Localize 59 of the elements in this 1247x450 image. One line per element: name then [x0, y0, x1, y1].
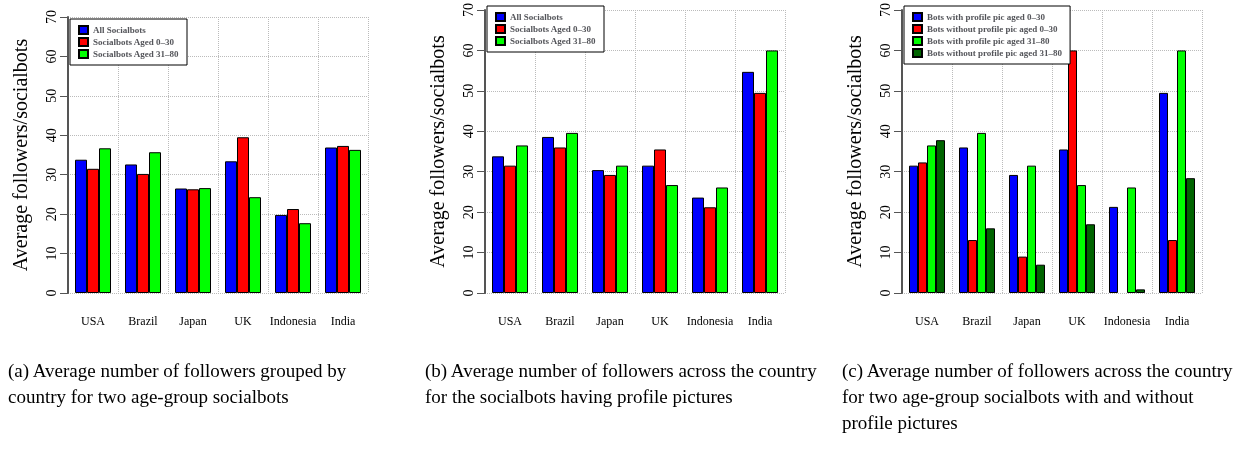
legend-label: Bots without profile pic aged 31–80: [927, 48, 1063, 58]
legend-label: All Socialbots: [510, 12, 564, 22]
y-tick-label: 50: [460, 83, 476, 98]
legend-label: Socialbots Aged 31–80: [510, 36, 597, 46]
y-tick-label: 20: [43, 207, 59, 222]
x-tick-label: UK: [234, 314, 252, 328]
y-tick-label: 50: [877, 83, 893, 98]
x-tick-label: Japan: [1013, 314, 1041, 328]
y-tick-label: 10: [460, 245, 476, 260]
y-tick-label: 50: [43, 88, 59, 103]
x-tick-label: Brazil: [128, 314, 159, 328]
y-tick-label: 30: [877, 164, 893, 179]
y-tick-label: 10: [877, 245, 893, 260]
bar: [1109, 206, 1118, 293]
legend-label: Bots without profile pic aged 0–30: [927, 24, 1059, 34]
y-tick-label: 10: [43, 246, 59, 261]
y-tick-label: 30: [460, 164, 476, 179]
y-tick-label: 60: [43, 49, 59, 64]
legend-label: All Socialbots: [93, 25, 147, 35]
x-tick-label: USA: [497, 314, 523, 328]
x-tick-label: Indonesia: [686, 314, 734, 328]
y-tick-label: 20: [877, 205, 893, 220]
y-tick-label: 70: [877, 3, 893, 17]
y-tick-label: 70: [43, 10, 59, 24]
x-tick-label: India: [330, 314, 356, 328]
y-axis-title: Average followers/socialbots: [9, 38, 32, 272]
y-tick-label: 0: [43, 289, 59, 297]
y-axis-title: Average followers/socialbots: [843, 35, 866, 268]
legend-label: Bots with profile pic aged 31–80: [927, 36, 1051, 46]
y-tick-label: 0: [460, 289, 476, 297]
y-axis-title: Average followers/socialbots: [426, 35, 449, 268]
y-tick-label: 60: [877, 43, 893, 58]
x-tick-label: India: [1164, 314, 1190, 328]
x-tick-label: USA: [80, 314, 106, 328]
text: (a) Average number of followers grouped by country for two age-group socialbots: [8, 359, 348, 409]
x-tick-label: UK: [1068, 314, 1086, 328]
y-tick-label: 40: [43, 128, 59, 143]
x-tick-label: India: [747, 314, 773, 328]
x-tick-label: Indonesia: [1103, 314, 1151, 328]
x-tick-label: Indonesia: [269, 314, 317, 328]
text: (c) Average number of followers across the country for two age-group socialbots with and without profile pictures: [842, 359, 1234, 435]
legend-label: Socialbots Aged 31–80: [93, 49, 180, 59]
text: (b) Average number of followers across the country for the socialbots having profile pictures: [425, 359, 818, 409]
y-tick-label: 60: [460, 43, 476, 58]
legend-label: Socialbots Aged 0–30: [510, 24, 592, 34]
x-tick-label: Brazil: [545, 314, 576, 328]
y-tick-label: 30: [43, 167, 59, 182]
y-tick-label: 40: [877, 124, 893, 139]
y-tick-label: 70: [460, 3, 476, 17]
legend-label: Socialbots Aged 0–30: [93, 37, 175, 47]
x-tick-label: Japan: [179, 314, 207, 328]
y-tick-label: 40: [460, 124, 476, 139]
y-tick-label: 20: [460, 205, 476, 220]
x-tick-label: UK: [651, 314, 669, 328]
y-tick-label: 0: [877, 289, 893, 297]
x-tick-label: USA: [914, 314, 940, 328]
legend-label: Bots with profile pic aged 0–30: [927, 12, 1046, 22]
x-tick-label: Japan: [596, 314, 624, 328]
x-tick-label: Brazil: [962, 314, 993, 328]
